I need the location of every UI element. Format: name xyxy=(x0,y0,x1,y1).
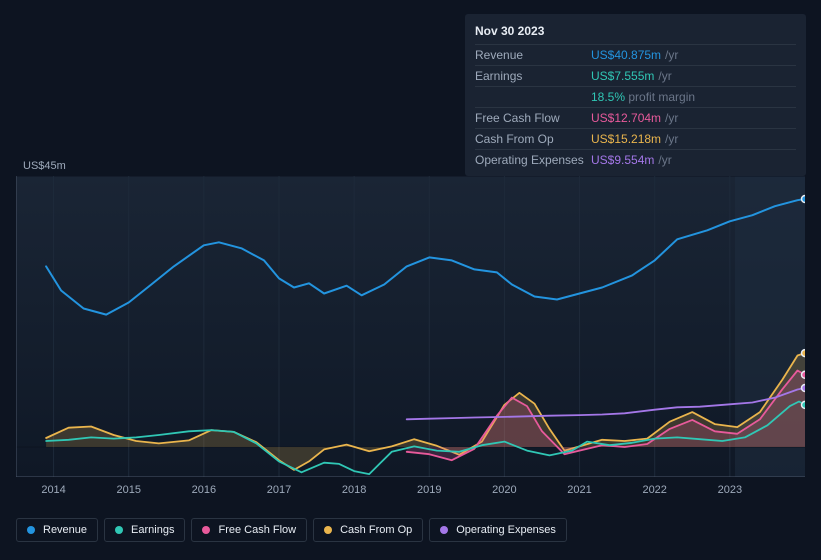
legend-dot-icon xyxy=(115,526,123,534)
legend-label: Operating Expenses xyxy=(456,524,556,536)
tooltip-suffix: /yr xyxy=(665,111,678,125)
x-axis-label: 2020 xyxy=(492,484,516,496)
marker-icon xyxy=(802,371,806,378)
tooltip-margin-row: 18.5% profit margin xyxy=(475,86,796,107)
legend-item-operating-expenses[interactable]: Operating Expenses xyxy=(429,518,567,542)
tooltip-date: Nov 30 2023 xyxy=(475,20,796,44)
tooltip-margin-value: 18.5% xyxy=(591,90,625,104)
x-axis-label: 2014 xyxy=(41,484,65,496)
x-axis-label: 2021 xyxy=(567,484,591,496)
chart-plot xyxy=(16,176,805,477)
legend-label: Earnings xyxy=(131,524,174,536)
tooltip-margin-label: profit margin xyxy=(625,90,695,104)
legend-dot-icon xyxy=(440,526,448,534)
tooltip-suffix: /yr xyxy=(665,132,678,146)
chart-tooltip: Nov 30 2023 RevenueUS$40.875m/yrEarnings… xyxy=(465,14,806,176)
chart[interactable]: US$45mUS$0-US$5m 20142015201620172018201… xyxy=(16,160,805,500)
legend: Revenue Earnings Free Cash Flow Cash From O… xyxy=(16,518,567,542)
x-axis-label: 2017 xyxy=(267,484,291,496)
tooltip-label: Free Cash Flow xyxy=(475,111,591,125)
legend-dot-icon xyxy=(27,526,35,534)
tooltip-label: Cash From Op xyxy=(475,132,591,146)
marker-icon xyxy=(802,401,806,408)
x-axis-label: 2023 xyxy=(718,484,742,496)
tooltip-row: Cash From OpUS$15.218m/yr xyxy=(475,128,796,149)
legend-item-earnings[interactable]: Earnings xyxy=(104,518,185,542)
x-axis-label: 2018 xyxy=(342,484,366,496)
legend-dot-icon xyxy=(324,526,332,534)
legend-label: Free Cash Flow xyxy=(218,524,296,536)
legend-label: Cash From Op xyxy=(340,524,412,536)
tooltip-suffix: /yr xyxy=(665,48,678,62)
marker-icon xyxy=(802,385,806,392)
tooltip-value: US$40.875m xyxy=(591,48,661,62)
tooltip-value: US$7.555m xyxy=(591,69,654,83)
legend-label: Revenue xyxy=(43,524,87,536)
tooltip-label: Earnings xyxy=(475,69,591,83)
tooltip-value: US$15.218m xyxy=(591,132,661,146)
tooltip-row: Free Cash FlowUS$12.704m/yr xyxy=(475,107,796,128)
x-axis-label: 2022 xyxy=(642,484,666,496)
tooltip-suffix: /yr xyxy=(658,69,671,83)
marker-icon xyxy=(802,196,806,203)
x-axis-label: 2019 xyxy=(417,484,441,496)
x-axis-label: 2015 xyxy=(116,484,140,496)
legend-item-cash-from-op[interactable]: Cash From Op xyxy=(313,518,423,542)
legend-dot-icon xyxy=(202,526,210,534)
y-axis-label: US$45m xyxy=(23,160,66,172)
tooltip-row: RevenueUS$40.875m/yr xyxy=(475,44,796,65)
tooltip-label: Revenue xyxy=(475,48,591,62)
legend-item-revenue[interactable]: Revenue xyxy=(16,518,98,542)
x-axis-label: 2016 xyxy=(192,484,216,496)
tooltip-row: EarningsUS$7.555m/yr xyxy=(475,65,796,86)
tooltip-value: US$12.704m xyxy=(591,111,661,125)
marker-icon xyxy=(802,350,806,357)
legend-item-free-cash-flow[interactable]: Free Cash Flow xyxy=(191,518,307,542)
